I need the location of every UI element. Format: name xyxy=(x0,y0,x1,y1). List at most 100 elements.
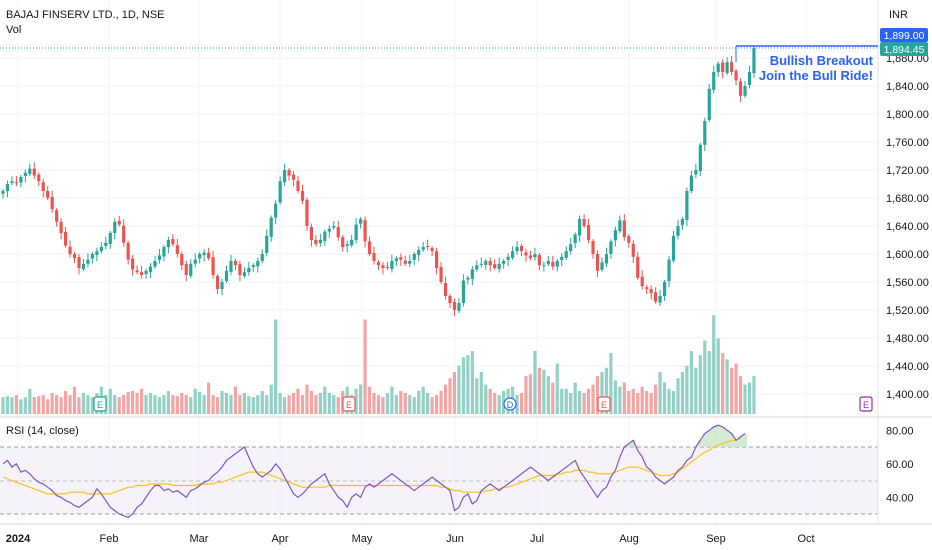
candle-body xyxy=(439,266,443,282)
candle-body xyxy=(180,254,184,266)
volume-bar xyxy=(180,393,184,414)
volume-bar xyxy=(385,393,390,414)
candle-body xyxy=(640,276,644,287)
candle-body xyxy=(376,262,381,266)
volume-bar xyxy=(712,315,716,414)
candle-body xyxy=(153,261,157,267)
volume-bar xyxy=(363,319,367,414)
volume-bar xyxy=(479,372,483,414)
candle-body xyxy=(385,266,390,268)
volume-bar xyxy=(622,382,626,414)
volume-bar xyxy=(636,393,640,414)
candle-body xyxy=(417,249,421,256)
time-axis[interactable]: 2024 Feb Mar Apr May Jun Jul Aug Sep Oct xyxy=(6,533,815,545)
volume-bar xyxy=(443,384,448,414)
volume-bar xyxy=(752,376,756,414)
volume-bar xyxy=(14,395,19,414)
candle-body xyxy=(139,272,144,275)
candle-body xyxy=(363,220,367,242)
event-marker-label: E xyxy=(601,400,607,410)
volume-bar xyxy=(426,393,430,414)
volume-bar xyxy=(439,390,443,414)
time-tick-label: Mar xyxy=(190,533,209,545)
candle-body xyxy=(694,170,698,175)
volume-bar xyxy=(46,399,50,414)
volume-bar xyxy=(189,397,193,414)
volume-bar xyxy=(488,388,492,414)
volume-bar xyxy=(224,393,229,414)
volume-bar xyxy=(50,393,54,414)
candle-body xyxy=(354,224,358,240)
candle-body xyxy=(671,235,676,261)
candle-body xyxy=(247,268,251,273)
candle-body xyxy=(37,174,41,182)
candle-body xyxy=(636,256,640,278)
volume-bar xyxy=(256,395,260,414)
candle-body xyxy=(658,296,662,303)
currency-label[interactable]: INR xyxy=(889,9,908,21)
candle-body xyxy=(631,243,635,257)
volume-bar xyxy=(318,393,322,414)
candlesticks xyxy=(1,45,756,317)
volume-label: Vol xyxy=(6,24,21,36)
candle-body xyxy=(359,219,363,224)
event-marker-label: D xyxy=(507,400,514,410)
volume-bar xyxy=(354,388,358,414)
volume-bar xyxy=(41,395,45,414)
volume-bar xyxy=(144,395,148,414)
price-tick-label: 1,520.00 xyxy=(886,305,929,317)
candle-body xyxy=(680,219,685,225)
candle-body xyxy=(148,266,153,272)
candle-body xyxy=(434,251,439,268)
candle-body xyxy=(703,121,707,145)
candle-body xyxy=(23,172,27,176)
volume-bar xyxy=(55,395,59,414)
candle-body xyxy=(613,230,617,241)
candle-body xyxy=(367,241,372,254)
candle-body xyxy=(394,258,398,261)
candle-body xyxy=(712,72,716,90)
candle-body xyxy=(81,263,86,270)
candle-body xyxy=(207,252,211,259)
volume-bar xyxy=(19,399,23,414)
volume-bar xyxy=(738,376,743,414)
candle-body xyxy=(524,252,528,256)
volume-bar xyxy=(113,395,117,414)
candle-body xyxy=(157,255,162,260)
candle-body xyxy=(59,221,63,233)
price-tick-label: 1,760.00 xyxy=(886,137,929,149)
volume-bar xyxy=(461,357,466,414)
candle-body xyxy=(32,168,36,176)
candle-body xyxy=(46,191,50,198)
price-tick-label: 1,840.00 xyxy=(886,81,929,93)
candle-body xyxy=(618,220,622,232)
volume-bar xyxy=(734,363,738,414)
candle-body xyxy=(622,220,626,238)
volume-bar xyxy=(716,338,720,414)
candle-body xyxy=(707,88,711,120)
rsi-axis[interactable]: 40.00 60.00 80.00 xyxy=(886,425,914,504)
candle-body xyxy=(743,86,747,96)
candle-body xyxy=(560,256,564,260)
volume-bar xyxy=(394,395,398,414)
candle-body xyxy=(519,245,524,252)
volume-bar xyxy=(564,388,568,414)
candle-body xyxy=(14,182,19,184)
candle-body xyxy=(305,199,309,226)
annotation-line-1: Bullish Breakout xyxy=(770,53,874,68)
candle-body xyxy=(426,245,430,247)
candle-body xyxy=(649,289,653,294)
volume-bar xyxy=(551,382,555,414)
price-axis[interactable]: 1,400.00 1,440.00 1,480.00 1,520.00 1,560.00… xyxy=(886,53,929,401)
earnings-marker xyxy=(859,396,873,412)
volume-bar xyxy=(5,396,10,414)
volume-bar xyxy=(215,397,220,414)
volume-bar xyxy=(707,351,711,414)
volume-bar xyxy=(747,382,752,414)
rsi-label: RSI (14, close) xyxy=(6,425,79,437)
candle-body xyxy=(63,231,68,246)
volume-bar xyxy=(689,351,693,414)
candle-body xyxy=(676,226,680,236)
